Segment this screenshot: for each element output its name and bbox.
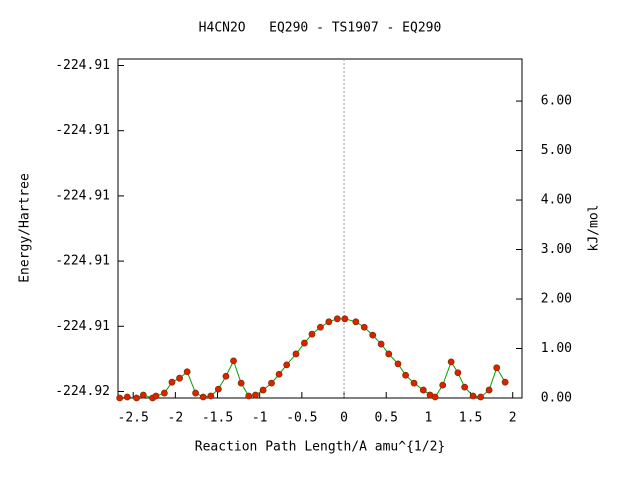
- x-tick-label: 1: [424, 411, 432, 426]
- x-tick-label: -2.5: [118, 411, 149, 426]
- data-point: [207, 392, 215, 400]
- data-point: [230, 357, 237, 365]
- y2-axis-label: kJ/mol: [587, 205, 602, 252]
- data-point: [431, 393, 439, 401]
- data-point: [447, 358, 455, 366]
- data-point: [283, 361, 291, 369]
- plot-frame: [117, 58, 523, 399]
- y2-tick-label: 4.00: [541, 193, 572, 208]
- data-point: [259, 386, 267, 394]
- data-point: [192, 389, 199, 397]
- data-point: [377, 340, 385, 348]
- data-point: [360, 323, 368, 331]
- data-point: [152, 392, 160, 400]
- y2-tick-label: 2.00: [541, 292, 572, 307]
- data-point: [410, 379, 418, 387]
- y-tick-label: -224.91: [55, 319, 110, 334]
- x-tick-label: -2: [168, 411, 184, 426]
- data-point: [176, 374, 183, 382]
- data-point: [183, 368, 191, 376]
- y2-tick-label: 6.00: [541, 94, 572, 109]
- x-axis-label: Reaction Path Length/A amu^{1/2}: [195, 440, 445, 455]
- y-tick-label: -224.91: [55, 254, 110, 269]
- data-point: [369, 331, 377, 339]
- x-tick-label: 1.5: [459, 411, 482, 426]
- data-point: [469, 392, 477, 400]
- data-point: [116, 394, 124, 402]
- data-point: [275, 370, 283, 378]
- y-tick-label: -224.92: [55, 384, 110, 399]
- y-tick-label: -224.91: [55, 58, 110, 73]
- data-point: [245, 392, 253, 400]
- data-point: [308, 330, 316, 338]
- data-point: [222, 372, 230, 380]
- x-tick-label: -0.5: [286, 411, 317, 426]
- y2-tick-label: 0.00: [541, 391, 572, 406]
- x-tick-label: 0.5: [374, 411, 397, 426]
- x-tick-label: -1.5: [202, 411, 233, 426]
- data-point: [237, 379, 245, 387]
- data-point: [168, 378, 176, 386]
- data-point: [341, 315, 349, 323]
- data-point: [214, 385, 222, 393]
- data-point: [123, 393, 131, 401]
- data-point: [485, 386, 493, 394]
- data-point: [292, 350, 300, 358]
- data-point: [477, 393, 485, 401]
- data-point: [439, 381, 447, 389]
- data-point: [199, 393, 207, 401]
- x-tick-label: -1: [252, 411, 268, 426]
- data-point: [501, 378, 509, 386]
- data-point: [385, 350, 393, 358]
- data-point: [317, 323, 324, 331]
- data-point: [352, 318, 360, 326]
- chart-title: H4CN2O EQ290 - TS1907 - EQ290: [199, 21, 442, 36]
- data-point: [139, 391, 147, 399]
- y-axis-label: Energy/Hartree: [18, 173, 33, 283]
- data-point: [268, 379, 275, 387]
- x-tick-label: 2: [509, 411, 517, 426]
- x-tick-label: 0: [340, 411, 348, 426]
- y2-tick-label: 5.00: [541, 143, 572, 158]
- data-point: [419, 386, 427, 394]
- data-point: [402, 371, 410, 379]
- y-tick-label: -224.91: [55, 123, 110, 138]
- data-point: [394, 360, 402, 368]
- data-point: [461, 383, 469, 391]
- data-point: [160, 389, 168, 397]
- data-point: [325, 318, 333, 326]
- data-point: [493, 364, 501, 372]
- data-point: [333, 315, 341, 323]
- y-tick-label: -224.91: [55, 188, 110, 203]
- y2-tick-label: 1.00: [541, 341, 572, 356]
- series-line: [119, 318, 506, 399]
- data-point: [454, 369, 462, 377]
- data-point: [133, 394, 140, 402]
- y2-tick-label: 3.00: [541, 242, 572, 257]
- data-point: [252, 391, 259, 399]
- data-point: [300, 339, 308, 347]
